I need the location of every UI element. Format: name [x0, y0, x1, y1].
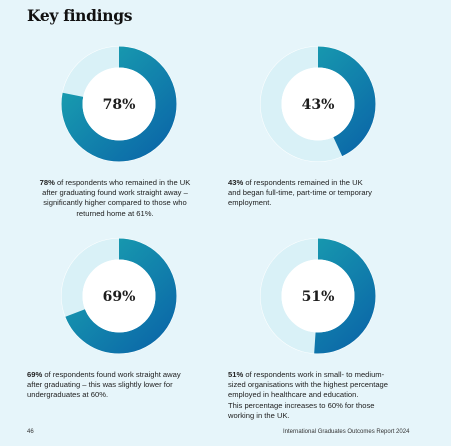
donut-svg: 78% — [61, 46, 177, 162]
page-number: 46 — [27, 429, 34, 435]
finding-line: employed in healthcare and education. — [228, 390, 438, 400]
finding-highlight: 51% — [228, 370, 244, 379]
finding-text: after graduating – this was slightly low… — [27, 380, 173, 390]
finding-line: and began full-time, part-time or tempor… — [228, 188, 438, 198]
finding-text: employment. — [228, 198, 272, 208]
finding-text: of respondents who remained in the UK — [54, 178, 191, 187]
finding-text: and began full-time, part-time or tempor… — [228, 188, 372, 198]
donut-chart-2: 43% — [260, 46, 376, 162]
percent-label: 78% — [103, 97, 136, 113]
finding-text-4: 51% of respondents work in small- to med… — [228, 370, 438, 421]
finding-text: sized organisations with the highest per… — [228, 380, 388, 390]
donut-chart-3: 69% — [61, 238, 177, 354]
page-title: Key findings — [27, 6, 133, 25]
finding-line: undergraduates at 60%. — [27, 390, 227, 400]
finding-line: 43% of respondents remained in the UK — [228, 178, 438, 188]
finding-text: after graduating found work straight awa… — [42, 188, 188, 198]
donut-center — [281, 259, 355, 333]
finding-text: returned home at 61%. — [76, 208, 154, 218]
donut-svg: 69% — [61, 238, 177, 354]
donut-value-arc — [61, 46, 177, 162]
finding-line: 78% of respondents who remained in the U… — [15, 178, 215, 188]
finding-line: significantly higher compared to those w… — [15, 198, 215, 208]
donut-value-arc — [260, 238, 376, 354]
donut-value-arc — [61, 238, 177, 354]
finding-line: 69% of respondents found work straight a… — [27, 370, 227, 380]
finding-text: of respondents found work straight away — [42, 370, 181, 379]
finding-text: undergraduates at 60%. — [27, 390, 109, 400]
donut-center — [82, 67, 156, 141]
finding-line: 51% of respondents work in small- to med… — [228, 370, 438, 380]
finding-line: after graduating found work straight awa… — [15, 188, 215, 198]
finding-text: This percentage increases to 60% for tho… — [228, 400, 375, 410]
finding-text-2: 43% of respondents remained in the UK and… — [228, 178, 438, 209]
finding-text-3: 69% of respondents found work straight a… — [27, 370, 227, 401]
finding-line: sized organisations with the highest per… — [228, 380, 438, 390]
percent-label: 69% — [103, 289, 136, 305]
donut-value-arc — [260, 46, 376, 162]
donut-chart-1: 78% — [61, 46, 177, 162]
finding-text: working in the UK. — [228, 410, 290, 420]
percent-label: 51% — [302, 289, 335, 305]
donut-svg: 51% — [260, 238, 376, 354]
report-title: International Graduates Outcomes Report … — [283, 429, 410, 435]
finding-line: working in the UK. — [228, 411, 438, 421]
finding-highlight: 78% — [39, 178, 55, 187]
percent-label: 43% — [302, 97, 335, 113]
finding-line: after graduating – this was slightly low… — [27, 380, 227, 390]
finding-text: of respondents remained in the UK — [243, 178, 363, 187]
finding-line: This percentage increases to 60% for tho… — [228, 401, 438, 411]
donut-chart-4: 51% — [260, 238, 376, 354]
finding-text: significantly higher compared to those w… — [43, 198, 187, 208]
finding-line: employment. — [228, 198, 438, 208]
donut-svg: 43% — [260, 46, 376, 162]
donut-center — [82, 259, 156, 333]
finding-highlight: 69% — [27, 370, 43, 379]
finding-highlight: 43% — [228, 178, 244, 187]
finding-text-1: 78% of respondents who remained in the U… — [15, 178, 215, 219]
finding-text: of respondents work in small- to medium- — [243, 370, 385, 379]
finding-text: employed in healthcare and education. — [228, 390, 359, 400]
donut-center — [281, 67, 355, 141]
finding-line: returned home at 61%. — [15, 209, 215, 219]
